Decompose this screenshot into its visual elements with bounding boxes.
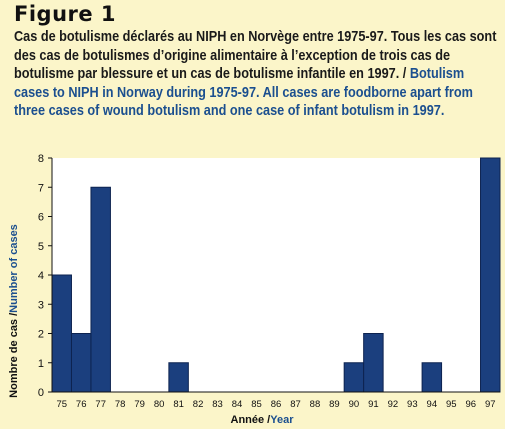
x-tick-label-91: 91 — [368, 399, 379, 410]
y-tick-label-1: 1 — [38, 358, 44, 370]
x-tick-label-86: 86 — [271, 399, 282, 410]
bar-97 — [480, 157, 501, 393]
y-tick-label-6: 6 — [38, 212, 44, 224]
x-tick-label-87: 87 — [290, 399, 301, 410]
y-tick-label-5: 5 — [38, 241, 44, 253]
bar-94 — [421, 362, 443, 393]
bars-group — [51, 157, 501, 393]
x-axis-label: Année /Year — [231, 414, 295, 426]
figure-caption: Cas de botulisme déclarés au NIPH en Nor… — [14, 28, 501, 121]
y-tick-label-2: 2 — [38, 329, 44, 341]
plot-area — [52, 158, 500, 392]
bar-75 — [51, 274, 72, 393]
y-axis-label-fr: Nombre de cas / — [8, 313, 20, 398]
x-tick-label-89: 89 — [329, 399, 340, 410]
y-tick-label-4: 4 — [38, 270, 44, 282]
x-tick-label-76: 76 — [76, 399, 87, 410]
x-tick-label-81: 81 — [173, 399, 184, 410]
y-tick-label-3: 3 — [38, 299, 44, 311]
x-tick-label-80: 80 — [154, 399, 165, 410]
x-tick-label-79: 79 — [134, 399, 145, 410]
figure-title: Figure 1 — [14, 2, 117, 26]
x-tick-label-95: 95 — [446, 399, 457, 410]
x-axis: 75 76 77 78 79 80 81 82 83 84 85 86 87 88 89 90 91 92 93 94… — [52, 391, 500, 410]
y-tick-label-0: 0 — [38, 387, 44, 399]
x-tick-label-83: 83 — [212, 399, 223, 410]
y-axis-label: Nombre de cas /Number of cases — [8, 224, 20, 398]
bar-77 — [90, 186, 111, 393]
x-tick-label-97: 97 — [485, 399, 496, 410]
y-tick-label-7: 7 — [38, 182, 44, 194]
x-tick-label-94: 94 — [427, 399, 438, 410]
bar-90 — [343, 362, 365, 393]
x-tick-label-85: 85 — [251, 399, 262, 410]
x-tick-label-84: 84 — [232, 399, 243, 410]
x-tick-label-78: 78 — [115, 399, 126, 410]
caption-english: Botulism cases to NIPH in Norway during … — [14, 66, 473, 119]
caption-french: Cas de botulisme déclarés au NIPH en Nor… — [14, 29, 497, 82]
x-tick-label-88: 88 — [310, 399, 321, 410]
x-tick-label-92: 92 — [388, 399, 399, 410]
bar-76 — [70, 333, 92, 393]
x-tick-label-75: 75 — [56, 399, 67, 410]
x-tick-label-93: 93 — [407, 399, 418, 410]
x-axis-label-en: Year — [270, 414, 294, 426]
y-tick-label-8: 8 — [38, 153, 44, 165]
y-axis: 0 1 2 3 4 5 6 7 8 — [38, 153, 53, 399]
y-axis-label-en: Number of cases — [8, 224, 20, 313]
bar-91 — [363, 333, 384, 393]
x-axis-label-fr: Année / — [231, 414, 271, 426]
bar-81 — [168, 362, 189, 393]
x-tick-label-96: 96 — [465, 399, 476, 410]
x-tick-label-90: 90 — [349, 399, 360, 410]
x-tick-label-77: 77 — [95, 399, 106, 410]
x-tick-label-82: 82 — [193, 399, 204, 410]
